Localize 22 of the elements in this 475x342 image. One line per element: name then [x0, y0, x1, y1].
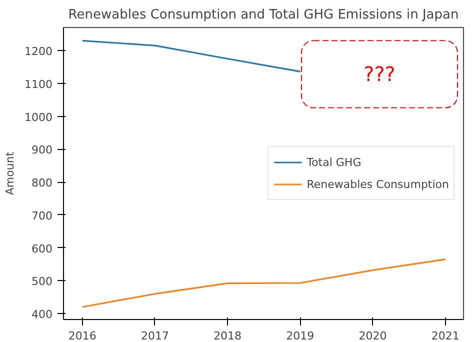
- x-tick-label: 2021: [431, 330, 460, 342]
- y-tick-label: 400: [32, 308, 53, 322]
- y-tick-label: 600: [32, 242, 53, 256]
- y-tick-label: 800: [32, 176, 53, 190]
- line-series: [82, 40, 301, 72]
- y-axis-title: Amount: [4, 151, 17, 196]
- x-tick-label: 2019: [286, 330, 314, 342]
- legend-label: Renewables Consumption: [306, 178, 449, 190]
- x-tick-label: 2020: [358, 330, 387, 342]
- x-tick-label: 2016: [68, 330, 96, 342]
- annotation: ???: [364, 62, 396, 86]
- chart-title: Renewables Consumption and Total GHG Emissions in Japan: [68, 8, 459, 22]
- legend-label: Total GHG: [306, 156, 362, 168]
- y-tick-label: 500: [32, 275, 53, 288]
- line-series: [82, 258, 446, 308]
- y-tick-label: 1200: [24, 45, 53, 58]
- y-tick-label: 1000: [24, 110, 53, 124]
- x-tick-label: 2018: [214, 330, 242, 342]
- x-tick-label: 2017: [140, 330, 169, 342]
- y-tick-label: 700: [32, 209, 53, 222]
- y-tick-label: 900: [32, 144, 53, 157]
- y-tick-label: 1100: [24, 78, 53, 91]
